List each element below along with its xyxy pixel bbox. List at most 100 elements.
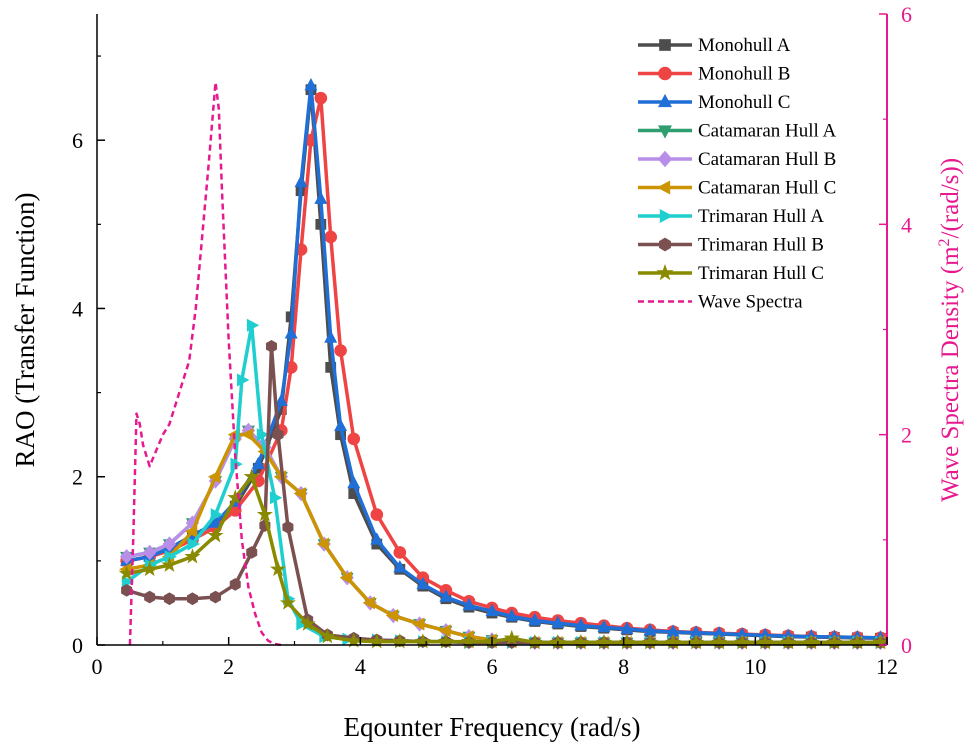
series-line [126, 87, 881, 641]
legend-label: Monohull B [698, 64, 790, 85]
legend-label: Catamaran Hull C [698, 178, 836, 199]
data-point [240, 428, 254, 442]
legend-label: Trimaran Hull B [698, 235, 824, 256]
y2-tick-label: 2 [901, 423, 912, 448]
data-point [187, 537, 201, 551]
legend-marker [659, 39, 671, 51]
legend-marker [658, 93, 672, 108]
legend-label: Catamaran Hull B [698, 149, 836, 170]
y2-tick-label: 4 [901, 212, 912, 237]
data-point [393, 560, 407, 573]
data-point [144, 590, 156, 604]
data-point [246, 546, 258, 559]
y2-tick-label: 0 [901, 633, 912, 658]
data-point [265, 339, 277, 353]
data-point [142, 544, 157, 561]
data-point [393, 546, 407, 559]
data-point [161, 556, 178, 572]
series-trimaran-hull-c [118, 468, 889, 650]
legend-marker [659, 237, 671, 252]
y-tick-label: 0 [72, 633, 83, 658]
legend-label: Monohull A [698, 35, 791, 56]
data-point [229, 578, 241, 591]
x-tick-label: 0 [92, 654, 103, 679]
x-tick-label: 12 [876, 654, 898, 679]
data-point [334, 344, 347, 357]
legend-entry: Trimaran Hull A [638, 206, 824, 227]
data-point [324, 330, 338, 343]
legend-entry: Catamaran Hull B [638, 149, 836, 170]
data-point [347, 475, 361, 489]
data-point [439, 589, 453, 602]
legend-entry: Monohull A [638, 35, 791, 56]
data-point [505, 608, 519, 622]
data-point [347, 432, 361, 446]
data-point [210, 590, 221, 604]
x-tick-label: 8 [618, 654, 629, 679]
y-tick-label: 2 [72, 465, 83, 490]
legend-entry: Catamaran Hull C [638, 178, 836, 199]
data-point [597, 619, 611, 633]
data-point [574, 618, 588, 631]
data-point [282, 520, 294, 534]
legend-label: Trimaran Hull A [698, 206, 824, 227]
series-line [125, 323, 881, 645]
data-point [325, 361, 337, 373]
series-wave-spectra [128, 81, 282, 647]
y2-title-sup: 2 [936, 238, 953, 246]
data-point [184, 524, 198, 538]
data-point [339, 571, 352, 585]
legend-entry: Catamaran Hull A [638, 121, 837, 142]
data-point [274, 393, 288, 406]
legend-entry: Trimaran Hull B [638, 235, 824, 256]
legend-entry: Trimaran Hull C [638, 263, 824, 284]
data-point [462, 597, 476, 611]
legend-label: Trimaran Hull C [698, 263, 824, 284]
y2-axis-title: Wave Spectra Density (m2/(rad/s)) [936, 158, 964, 502]
data-point [227, 489, 244, 505]
data-point [551, 615, 565, 628]
legend-entry: Monohull C [638, 92, 790, 113]
data-point [141, 560, 158, 577]
data-point [243, 468, 260, 484]
y-tick-label: 4 [72, 296, 83, 321]
data-point [370, 532, 384, 545]
data-point [207, 527, 224, 543]
data-point [334, 418, 348, 432]
y-tick-label: 6 [72, 128, 83, 153]
data-point [503, 629, 520, 646]
data-point [319, 628, 336, 644]
y2-title-tail: /(rad/s)) [937, 158, 964, 239]
data-point [163, 592, 175, 606]
data-point [162, 536, 177, 552]
y2-tick-label: 6 [901, 2, 912, 27]
legend-label: Wave Spectra [698, 292, 803, 313]
data-point [210, 508, 224, 522]
y2-title-base: Wave Spectra Density (m [937, 246, 964, 502]
data-point [119, 549, 134, 565]
data-point [237, 373, 250, 387]
legend-marker [656, 180, 671, 195]
data-point [416, 576, 430, 590]
data-point [184, 548, 201, 564]
data-point [164, 550, 177, 564]
x-tick-label: 2 [223, 654, 234, 679]
x-tick-label: 6 [487, 654, 498, 679]
data-point [528, 613, 542, 626]
data-point [269, 491, 283, 505]
data-point [186, 592, 198, 606]
data-point [256, 506, 273, 522]
x-tick-label: 4 [355, 654, 366, 679]
data-point [370, 508, 384, 521]
data-point [314, 91, 328, 105]
data-point [362, 596, 376, 610]
data-point [251, 456, 265, 469]
data-point [304, 77, 318, 91]
data-point [345, 632, 362, 648]
data-point [293, 487, 306, 501]
y-axis-title: RAO (Transfer Function) [10, 193, 40, 468]
data-point [438, 624, 451, 638]
data-point [207, 470, 221, 484]
